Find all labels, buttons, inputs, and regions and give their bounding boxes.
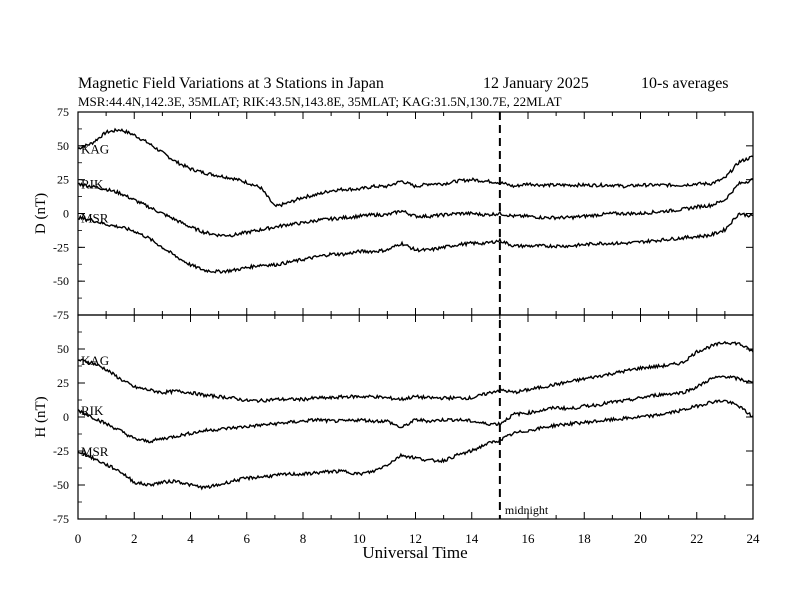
- x-tick-label: 0: [75, 531, 82, 546]
- x-tick-label: 18: [578, 531, 591, 546]
- x-tick-label: 8: [300, 531, 307, 546]
- y-tick-label-h: 25: [57, 376, 69, 390]
- y-tick-label-d: -25: [53, 240, 69, 254]
- y-tick-label-d: 25: [57, 173, 69, 187]
- x-tick-label: 20: [634, 531, 647, 546]
- chart-averaging: 10-s averages: [641, 75, 729, 92]
- y-tick-label-d: -50: [53, 274, 69, 288]
- series-label-rik-h: RIK: [81, 403, 104, 418]
- y-tick-label-d: 50: [57, 139, 69, 153]
- chart-panels: 75 50 25 0 -25 -50 -75 D (nT) KAG RIK MSR 50 25 0 -25 -…: [33, 105, 760, 546]
- series-line-msr-h: [77, 399, 754, 491]
- series-line-kag-h: [77, 340, 754, 404]
- y-axis-label-d: D (nT): [33, 193, 49, 234]
- y-axis-label-h: H (nT): [33, 396, 49, 437]
- series-label-kag-h: KAG: [81, 353, 109, 368]
- series-label-rik-d: RIK: [81, 177, 104, 192]
- series-label-msr-h: MSR: [81, 444, 109, 459]
- y-tick-label-h: -25: [53, 444, 69, 458]
- x-tick-label: 4: [187, 531, 194, 546]
- x-tick-label: 24: [747, 531, 761, 546]
- x-tick-label: 16: [522, 531, 536, 546]
- x-tick-label: 2: [131, 531, 138, 546]
- series-line-msr-d: [77, 212, 754, 274]
- y-tick-label-h: 0: [63, 410, 69, 424]
- y-tick-label-d: 0: [63, 207, 69, 221]
- y-tick-label-d: 75: [57, 105, 69, 119]
- plot-frame-h: [77, 314, 754, 520]
- series-label-msr-d: MSR: [81, 211, 109, 226]
- y-tick-label-h: -50: [53, 478, 69, 492]
- midnight-label: midnight: [505, 503, 549, 517]
- chart-date: 12 January 2025: [483, 75, 589, 92]
- chart-title: Magnetic Field Variations at 3 Stations …: [78, 75, 384, 92]
- series-line-rik-d: [77, 178, 754, 238]
- series-label-kag-d: KAG: [81, 142, 109, 157]
- x-tick-label: 10: [353, 531, 366, 546]
- x-tick-label: 6: [244, 531, 251, 546]
- x-tick-label: 12: [409, 531, 422, 546]
- series-line-kag-d: [77, 127, 754, 208]
- x-axis-label: Universal Time: [362, 543, 467, 562]
- y-tick-label-d: -75: [53, 308, 69, 322]
- series-line-rik-h: [77, 374, 754, 444]
- y-tick-label-h: 50: [57, 342, 69, 356]
- y-tick-label-h: -75: [53, 512, 69, 526]
- x-tick-label: 14: [465, 531, 479, 546]
- x-tick-label: 22: [690, 531, 703, 546]
- station-info: MSR:44.4N,142.3E, 35MLAT; RIK:43.5N,143.…: [78, 94, 562, 109]
